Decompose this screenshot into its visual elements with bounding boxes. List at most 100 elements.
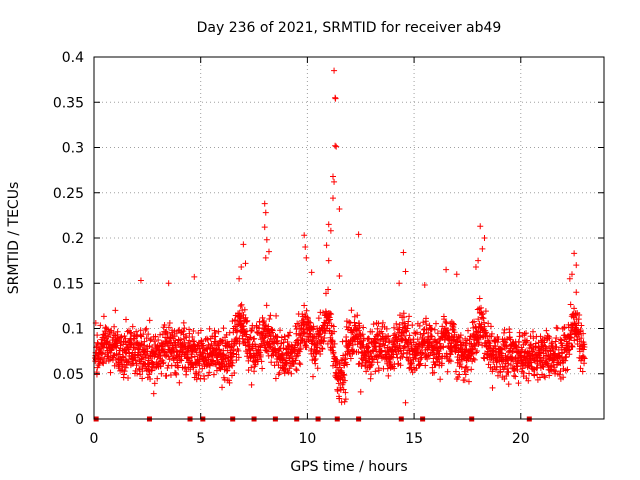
data-point bbox=[173, 371, 180, 378]
data-point bbox=[514, 366, 521, 373]
data-point bbox=[120, 371, 127, 378]
data-point bbox=[549, 339, 556, 346]
data-point bbox=[405, 318, 412, 325]
data-point bbox=[485, 361, 492, 368]
data-point bbox=[205, 372, 212, 379]
data-point bbox=[480, 315, 487, 322]
data-point bbox=[260, 319, 267, 326]
data-point bbox=[273, 312, 280, 319]
data-point bbox=[455, 374, 462, 381]
data-point bbox=[206, 369, 213, 376]
y-axis-label: SRMTID / TECUs bbox=[6, 182, 22, 295]
data-point bbox=[115, 365, 122, 372]
y-tick-labels: 0 0.05 0.1 0.15 0.2 0.25 0.3 0.35 0.4 bbox=[53, 50, 84, 428]
data-point bbox=[137, 332, 144, 339]
data-point bbox=[365, 344, 372, 351]
data-point bbox=[196, 368, 203, 375]
x-tick-label: 10 bbox=[298, 431, 316, 447]
data-point bbox=[539, 347, 546, 354]
data-point bbox=[390, 324, 397, 331]
data-point bbox=[355, 327, 362, 334]
y-tick-label: 0.2 bbox=[62, 231, 84, 247]
data-point bbox=[166, 356, 173, 363]
data-point bbox=[515, 380, 522, 387]
data-point bbox=[442, 319, 449, 326]
data-point bbox=[332, 95, 339, 102]
data-point bbox=[325, 257, 332, 264]
data-point bbox=[553, 335, 560, 342]
data-point bbox=[325, 221, 332, 228]
data-point bbox=[145, 331, 152, 338]
data-point bbox=[111, 323, 118, 330]
data-point bbox=[269, 327, 276, 334]
data-point bbox=[366, 336, 373, 343]
data-point bbox=[394, 361, 401, 368]
data-point bbox=[432, 361, 439, 368]
y-tick-label: 0.1 bbox=[62, 322, 84, 338]
data-point bbox=[165, 280, 172, 287]
data-point bbox=[112, 307, 119, 314]
data-point bbox=[429, 364, 436, 371]
data-point bbox=[379, 319, 386, 326]
data-point bbox=[177, 336, 184, 343]
data-point bbox=[314, 365, 321, 372]
data-point bbox=[223, 367, 230, 374]
data-point bbox=[219, 337, 226, 344]
data-point bbox=[229, 353, 236, 360]
data-point bbox=[279, 351, 286, 358]
data-point bbox=[276, 369, 283, 376]
data-point bbox=[451, 329, 458, 336]
data-point bbox=[226, 379, 233, 386]
data-point bbox=[315, 315, 322, 322]
data-point bbox=[409, 322, 416, 329]
data-point bbox=[188, 354, 195, 361]
data-point bbox=[474, 348, 481, 355]
data-point bbox=[294, 352, 301, 359]
data-point bbox=[142, 354, 149, 361]
data-point bbox=[375, 320, 382, 327]
data-point bbox=[489, 384, 496, 391]
data-point bbox=[171, 333, 178, 340]
data-point bbox=[220, 325, 227, 332]
data-point bbox=[412, 330, 419, 337]
data-point bbox=[272, 375, 279, 382]
data-point bbox=[340, 371, 347, 378]
data-point bbox=[477, 223, 484, 230]
x-tick-label: 5 bbox=[196, 431, 205, 447]
data-point bbox=[157, 331, 164, 338]
data-point bbox=[319, 345, 326, 352]
data-point bbox=[134, 331, 141, 338]
x-tick-labels: 0 5 10 15 20 bbox=[90, 431, 530, 447]
data-point bbox=[355, 231, 362, 238]
data-point bbox=[529, 328, 536, 335]
data-point bbox=[568, 334, 575, 341]
data-point bbox=[320, 337, 327, 344]
data-point bbox=[137, 371, 144, 378]
data-point bbox=[579, 368, 586, 375]
data-point bbox=[309, 373, 316, 380]
data-point bbox=[183, 334, 190, 341]
data-point bbox=[384, 365, 391, 372]
data-point bbox=[396, 321, 403, 328]
data-point bbox=[122, 364, 129, 371]
data-point bbox=[401, 332, 408, 339]
data-point bbox=[431, 326, 438, 333]
data-point bbox=[402, 399, 409, 406]
data-point bbox=[331, 178, 338, 185]
data-point bbox=[261, 322, 268, 329]
data-point bbox=[99, 359, 106, 366]
data-point bbox=[364, 343, 371, 350]
data-point bbox=[148, 367, 155, 374]
data-point bbox=[299, 335, 306, 342]
data-point bbox=[530, 335, 537, 342]
data-point bbox=[468, 366, 475, 373]
data-point bbox=[501, 326, 508, 333]
data-point bbox=[232, 316, 239, 323]
data-point bbox=[563, 353, 570, 360]
data-point bbox=[278, 350, 285, 357]
data-point bbox=[147, 375, 154, 382]
data-point bbox=[129, 323, 136, 330]
data-point bbox=[556, 371, 563, 378]
y-tick-label: 0.35 bbox=[53, 95, 84, 111]
data-point bbox=[200, 342, 207, 349]
